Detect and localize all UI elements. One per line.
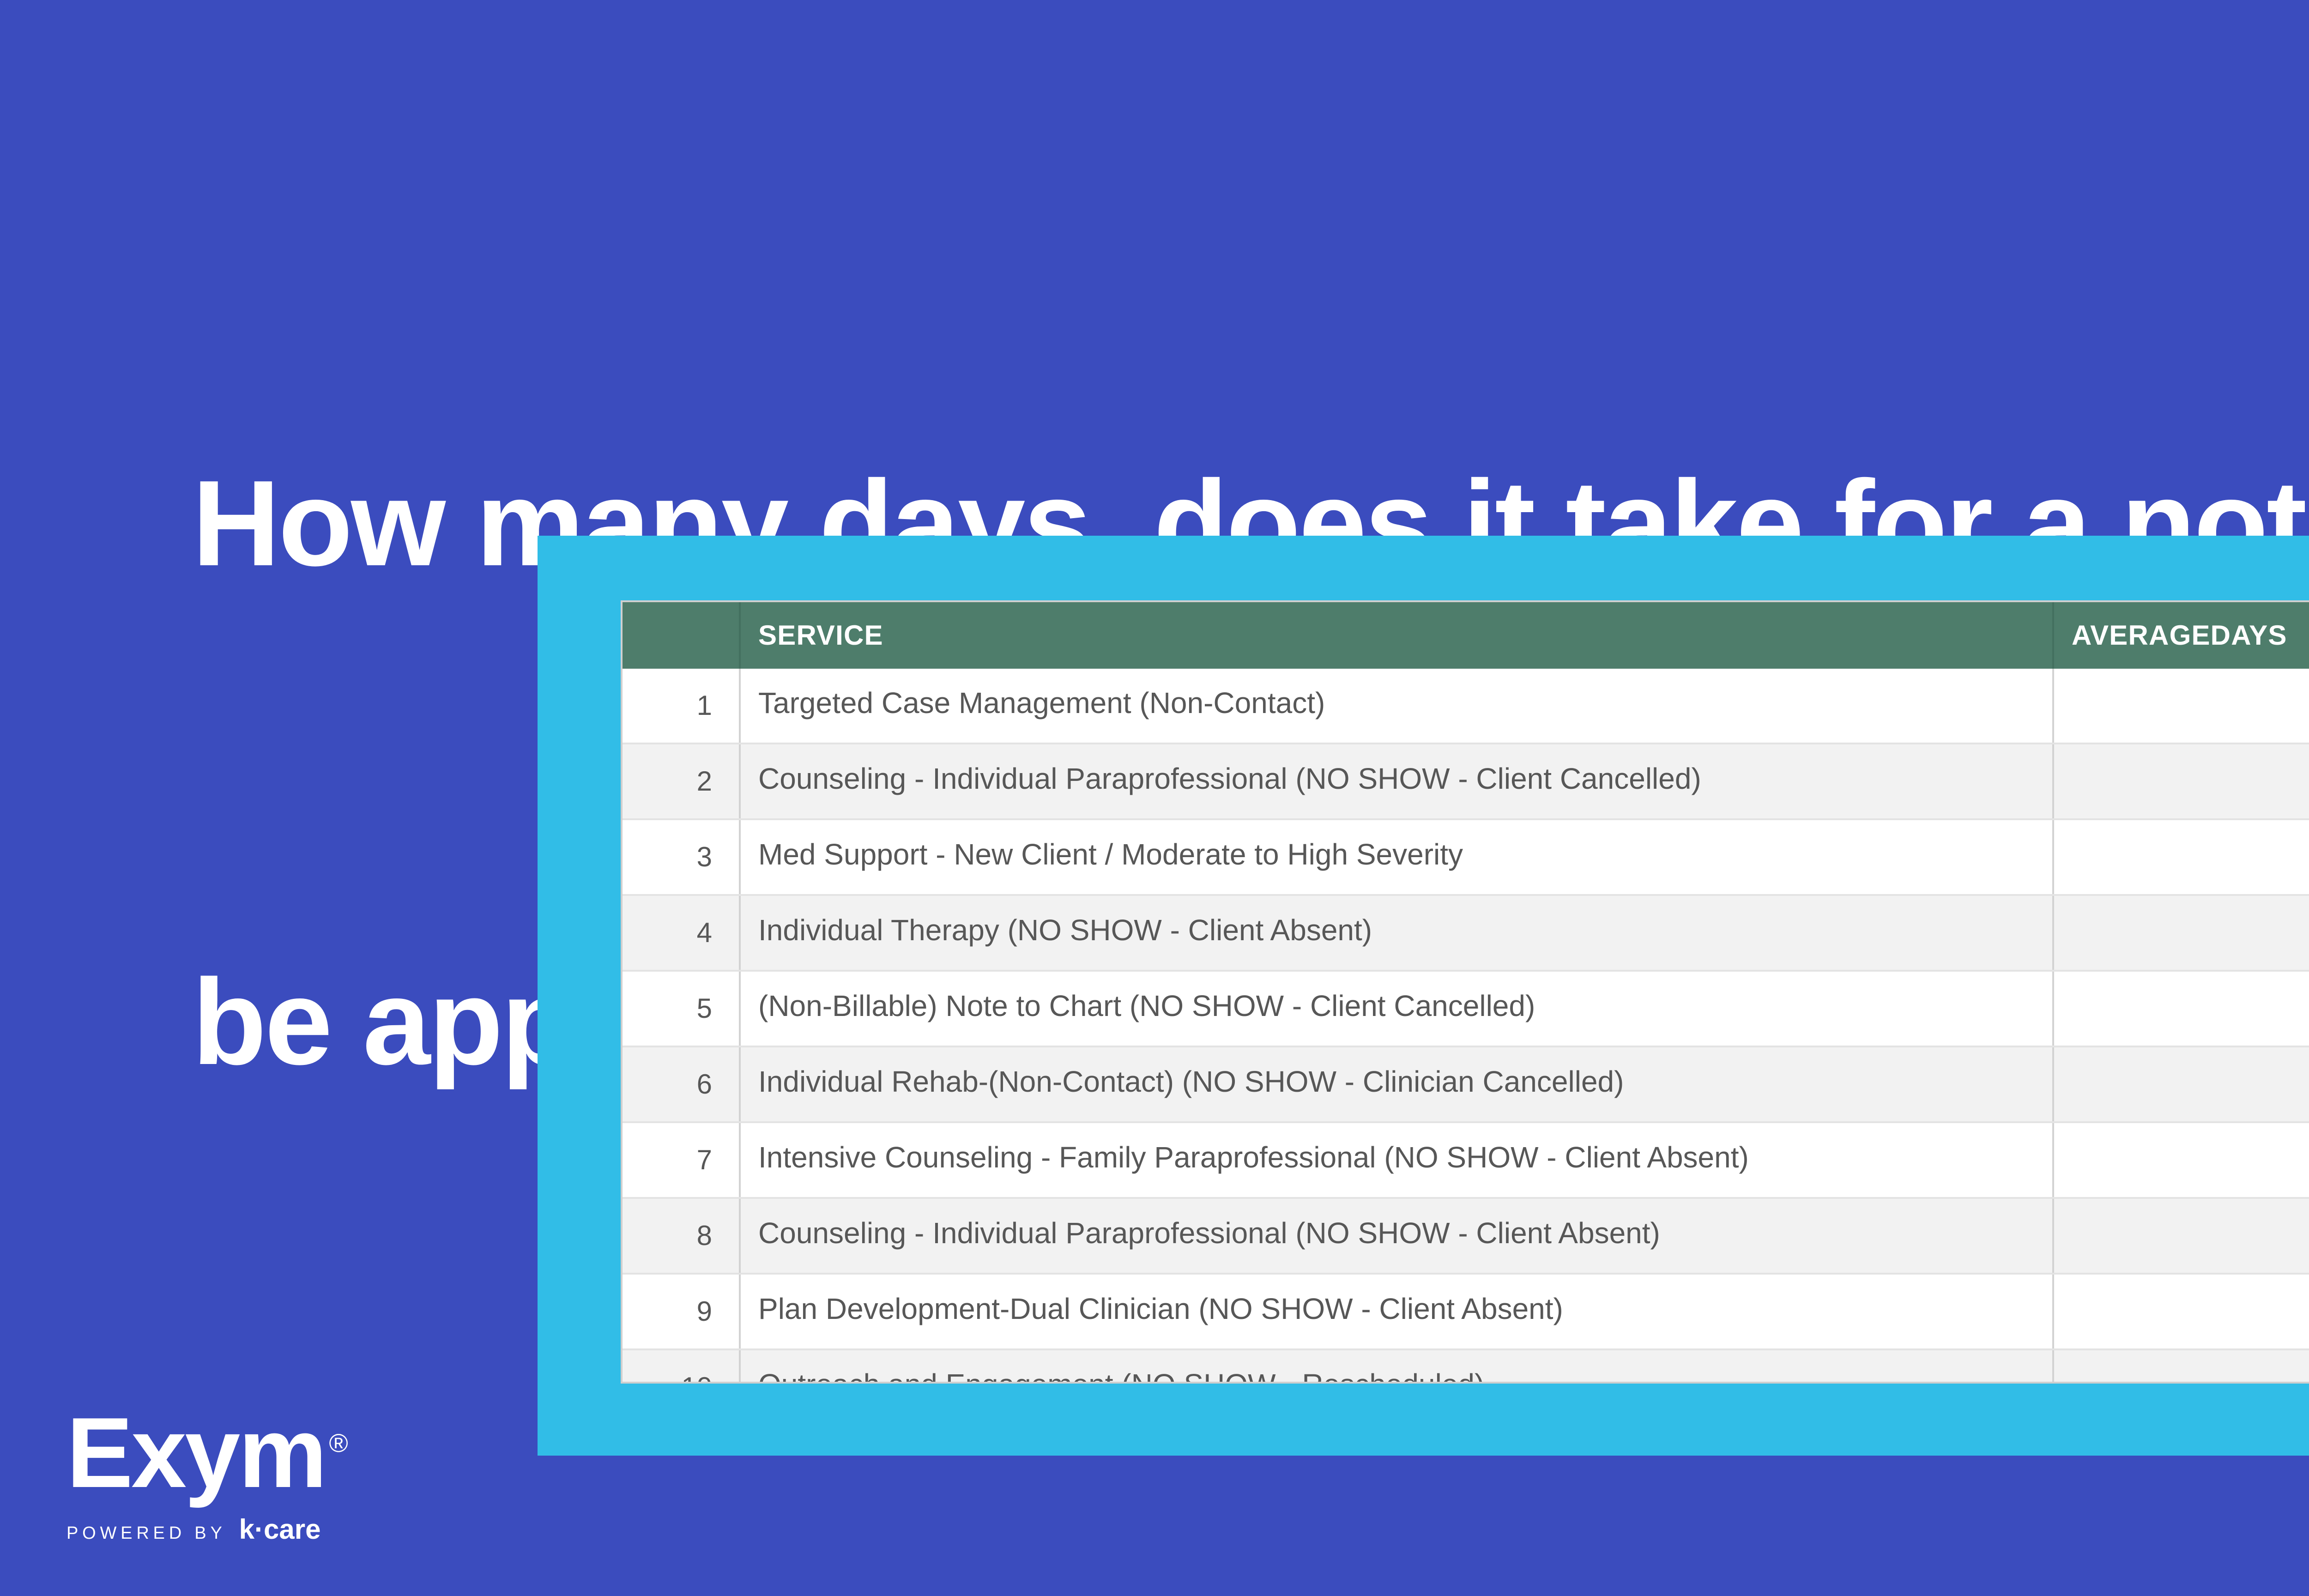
registered-mark: ® [329, 1428, 348, 1457]
days-cell: 6 [2052, 744, 2309, 820]
service-cell: Counseling - Individual Paraprofessional… [739, 744, 2053, 820]
service-cell: Intensive Counseling - Family Paraprofes… [739, 1122, 2053, 1199]
service-cell: Outreach and Engagement (NO SHOW - Resch… [739, 1349, 2053, 1382]
table-row: 7 Intensive Counseling - Family Paraprof… [623, 1122, 2309, 1199]
row-index: 8 [623, 1198, 740, 1275]
exym-wordmark: Exym ® [66, 1389, 348, 1509]
days-cell: 4 [2052, 1349, 2309, 1382]
table-row: 10 Outreach and Engagement (NO SHOW - Re… [623, 1349, 2309, 1382]
service-cell: (Non-Billable) Note to Chart (NO SHOW - … [739, 971, 2053, 1047]
exym-name: Exym [66, 1398, 327, 1509]
report-table: SERVICE AVERAGEDAYS 1 Targeted Case Mana… [623, 602, 2309, 1382]
table-row: 9 Plan Development-Dual Clinician (NO SH… [623, 1274, 2309, 1350]
row-index: 2 [623, 744, 740, 820]
service-cell: Individual Therapy (NO SHOW - Client Abs… [739, 895, 2053, 972]
service-cell: Med Support - New Client / Moderate to H… [739, 819, 2053, 896]
index-column-header [623, 602, 740, 669]
row-index: 5 [623, 971, 740, 1047]
table-row: 1 Targeted Case Management (Non-Contact)… [623, 669, 2309, 744]
days-cell: 22 [2052, 1046, 2309, 1123]
report-table-header: SERVICE AVERAGEDAYS [623, 602, 2309, 669]
row-index: 9 [623, 1274, 740, 1350]
days-cell: 5 [2052, 1274, 2309, 1350]
row-index: 10 [623, 1349, 740, 1382]
table-row: 8 Counseling - Individual Paraprofession… [623, 1198, 2309, 1275]
days-cell: 6 [2052, 1198, 2309, 1275]
service-cell: Targeted Case Management (Non-Contact) [739, 669, 2053, 744]
row-index: 3 [623, 819, 740, 896]
service-cell: Plan Development-Dual Clinician (NO SHOW… [739, 1274, 2053, 1350]
row-index: 7 [623, 1122, 740, 1199]
service-column-header: SERVICE [739, 602, 2053, 669]
report-table-container: SERVICE AVERAGEDAYS 1 Targeted Case Mana… [621, 600, 2309, 1384]
service-cell: Individual Rehab-(Non-Contact) (NO SHOW … [739, 1046, 2053, 1123]
table-row: 4 Individual Therapy (NO SHOW - Client A… [623, 895, 2309, 972]
table-row: 3 Med Support - New Client / Moderate to… [623, 819, 2309, 896]
exym-logo: Exym ® POWERED BY k·care [66, 1389, 348, 1546]
powered-by-line: POWERED BY k·care [66, 1515, 346, 1546]
row-index: 4 [623, 895, 740, 972]
table-panel: SERVICE AVERAGEDAYS 1 Targeted Case Mana… [538, 536, 2309, 1456]
powered-by-label: POWERED BY [66, 1524, 226, 1544]
kcare-wordmark: k·care [239, 1515, 321, 1546]
report-table-body: 1 Targeted Case Management (Non-Contact)… [623, 669, 2309, 1382]
row-index: 6 [623, 1046, 740, 1123]
table-row: 2 Counseling - Individual Paraprofession… [623, 744, 2309, 820]
days-cell: 7 [2052, 895, 2309, 972]
row-index: 1 [623, 669, 740, 744]
averagedays-column-header: AVERAGEDAYS [2052, 602, 2309, 669]
table-row: 5 (Non-Billable) Note to Chart (NO SHOW … [623, 971, 2309, 1047]
table-row: 6 Individual Rehab-(Non-Contact) (NO SHO… [623, 1046, 2309, 1123]
days-cell: 5 [2052, 669, 2309, 744]
days-cell: 2 [2052, 819, 2309, 896]
service-cell: Counseling - Individual Paraprofessional… [739, 1198, 2053, 1275]
days-cell: 6 [2052, 971, 2309, 1047]
days-cell: 4 [2052, 1122, 2309, 1199]
